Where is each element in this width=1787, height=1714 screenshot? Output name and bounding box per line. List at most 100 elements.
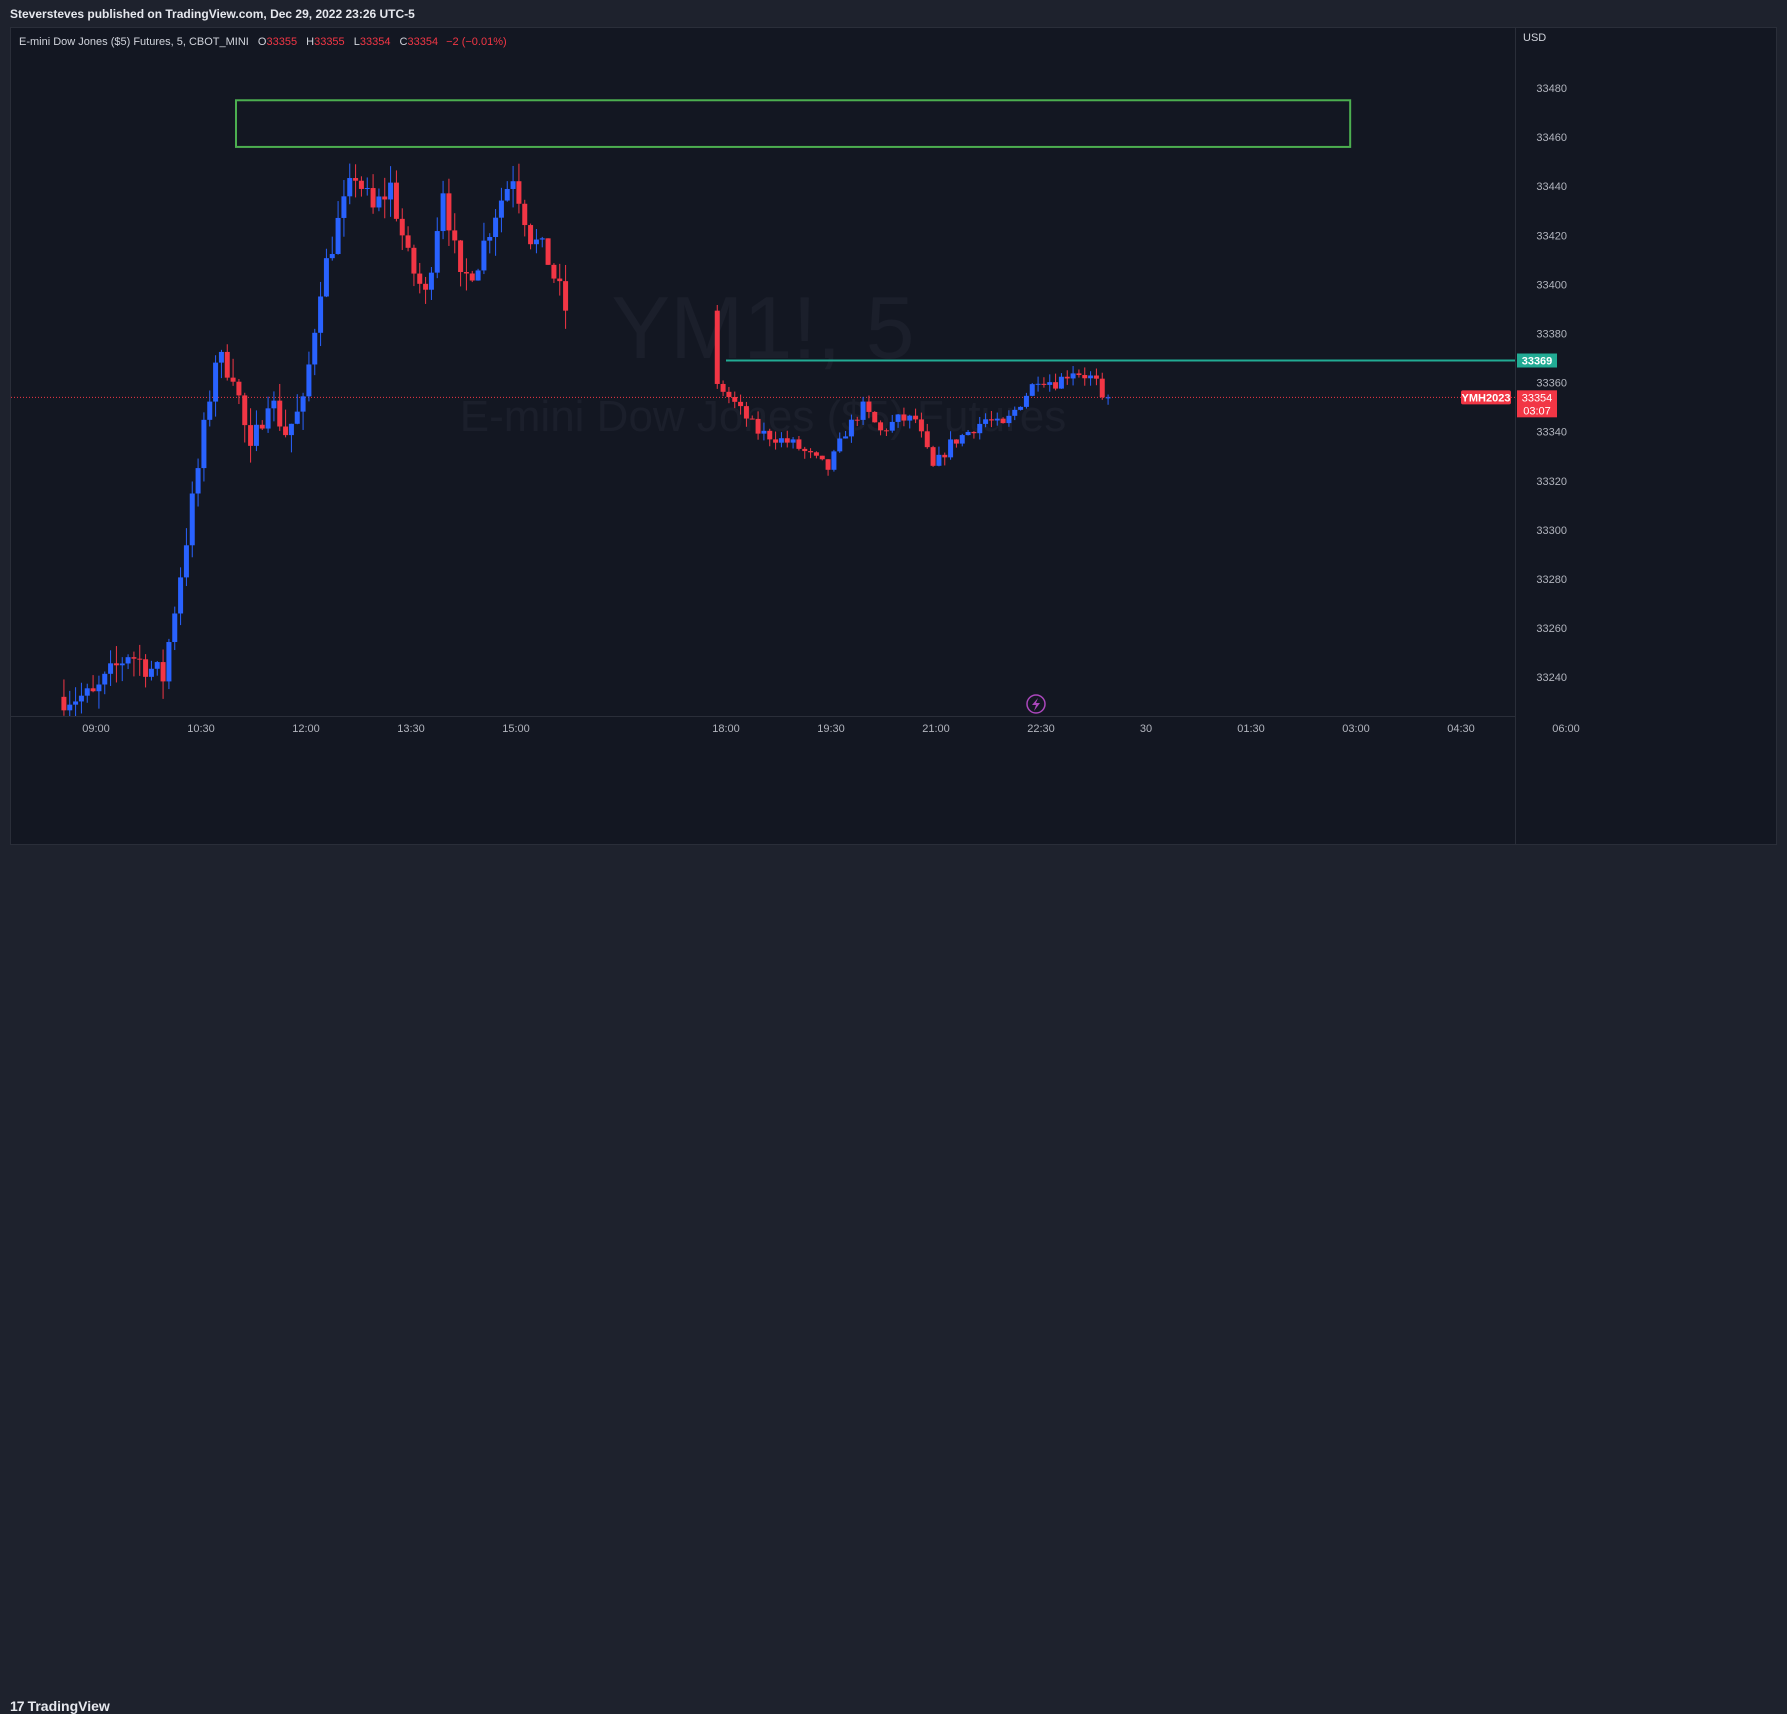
candle-down	[773, 439, 779, 443]
candle-down	[714, 310, 720, 384]
candle-up	[843, 436, 849, 439]
candle-up	[1058, 376, 1064, 389]
price-chart[interactable]: YM1!, 5 E-mini Dow Jones ($5) Futures USD 3…	[11, 28, 1777, 845]
x-tick-label: 13:30	[397, 723, 425, 735]
candle-down	[808, 451, 814, 453]
y-tick-label: 33460	[1536, 132, 1567, 144]
tradingview-logo[interactable]: 17 TradingView	[10, 1698, 110, 1714]
candle-down	[743, 406, 749, 419]
candle-up	[539, 238, 545, 240]
last-price-badge	[1517, 390, 1557, 418]
candle-up	[831, 451, 837, 470]
candle-up	[434, 231, 440, 273]
watermark-description: E-mini Dow Jones ($5) Futures	[460, 392, 1066, 441]
plot-area	[11, 99, 1515, 716]
candle-down	[405, 235, 411, 248]
y-tick-label: 33440	[1536, 181, 1567, 193]
legend-low-value: 33354	[359, 36, 391, 48]
candle-up	[428, 272, 434, 290]
candle-down	[277, 400, 283, 427]
legend-high-label: H	[306, 36, 315, 48]
y-tick-label: 33340	[1536, 427, 1567, 439]
candle-up	[936, 454, 942, 466]
candle-down	[1053, 382, 1059, 389]
legend-symbol: E-mini Dow Jones ($5) Futures, 5, CBOT_M…	[19, 36, 249, 48]
event-icon-ring	[1026, 694, 1046, 714]
candle-up	[119, 663, 125, 666]
candle-up	[895, 414, 901, 422]
candle-down	[283, 426, 289, 436]
footer-bar: 17 TradingView	[0, 845, 1787, 1714]
candle-down	[872, 411, 878, 423]
candle-down	[825, 459, 831, 470]
candle-down	[813, 452, 819, 456]
x-tick-label: 19:30	[817, 723, 845, 735]
candle-up	[778, 438, 784, 443]
candle-up	[1035, 383, 1041, 385]
chart-panel[interactable]: E-mini Dow Jones ($5) Futures, 5, CBOT_M…	[10, 27, 1777, 845]
candle-up	[1006, 415, 1012, 424]
candle-down	[411, 247, 417, 274]
candle-down	[516, 181, 522, 204]
candle-down	[90, 688, 96, 692]
candle-up	[1047, 382, 1053, 385]
candle-down	[242, 395, 248, 426]
candle-up	[475, 270, 481, 281]
candle-up	[994, 418, 1000, 421]
x-tick-label: 21:00	[922, 723, 950, 735]
candle-down	[878, 422, 884, 431]
candle-down	[918, 419, 924, 432]
candle-down	[1041, 383, 1047, 385]
candle-down	[1093, 375, 1099, 379]
candle-up	[493, 217, 499, 238]
candle-down	[143, 659, 149, 677]
candle-down	[131, 657, 137, 659]
candle-up	[761, 430, 767, 434]
candle-down	[1082, 375, 1088, 379]
candle-up	[271, 400, 277, 409]
y-tick-label: 33320	[1536, 476, 1567, 488]
symbol-badge	[1461, 390, 1511, 405]
legend-close-label: C	[399, 36, 408, 48]
candle-down	[469, 273, 475, 281]
candle-down	[358, 180, 364, 189]
candle-down	[924, 431, 930, 448]
candle-up	[84, 688, 90, 696]
candle-down	[784, 438, 790, 443]
legend-close-value: 33354	[407, 36, 439, 48]
candle-up	[1070, 373, 1076, 379]
candle-up	[504, 188, 510, 201]
candle-up	[889, 421, 895, 431]
candle-down	[883, 430, 889, 432]
lightning-bolt-icon[interactable]	[1026, 694, 1046, 714]
candle-down	[248, 425, 254, 446]
x-tick-label: 30	[1140, 723, 1152, 735]
legend-change: −2 (−0.01%)	[446, 36, 507, 48]
candle-up	[189, 493, 195, 546]
y-tick-label: 33400	[1536, 279, 1567, 291]
candle-down	[522, 203, 528, 226]
candle-up	[102, 673, 108, 685]
candle-up	[335, 217, 341, 255]
publisher-bar: Steversteves published on TradingView.co…	[0, 0, 1787, 27]
candle-up	[848, 419, 854, 437]
candle-down	[393, 182, 399, 219]
candle-down	[563, 281, 569, 311]
candle-down	[1000, 418, 1006, 424]
candle-up	[1029, 384, 1035, 396]
candle-up	[959, 435, 965, 444]
x-tick-label: 10:30	[187, 723, 215, 735]
candle-up	[364, 188, 370, 190]
legend-open-value: 33355	[266, 36, 298, 48]
candle-up	[148, 668, 154, 677]
candle-down	[230, 377, 236, 382]
candle-up	[300, 396, 306, 412]
candle-up	[907, 415, 913, 421]
candle-down	[452, 230, 458, 241]
x-tick-label: 18:00	[712, 723, 740, 735]
publisher-line: Steversteves published on TradingView.co…	[10, 7, 415, 21]
x-tick-label: 15:00	[502, 723, 530, 735]
candle-up	[312, 332, 318, 365]
candle-down	[382, 196, 388, 200]
x-tick-label: 01:30	[1237, 723, 1265, 735]
